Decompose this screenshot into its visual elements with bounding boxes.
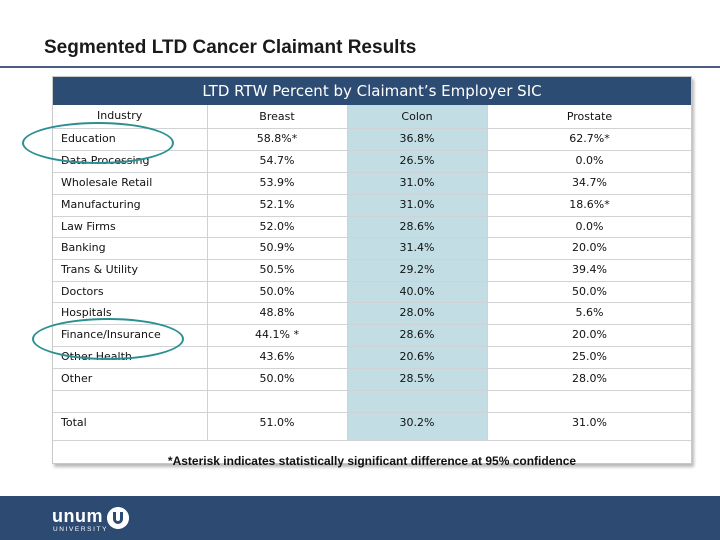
row-divider [52, 368, 692, 369]
column-header-prostate: Prostate [566, 110, 613, 123]
rtw-percent: 50.9% [259, 241, 295, 254]
industry-label: Wholesale Retail [61, 176, 153, 189]
row-divider [52, 302, 692, 303]
rtw-percent: 20.6% [399, 350, 435, 363]
rtw-percent: 31.0% [399, 176, 435, 189]
rtw-percent: 28.6% [399, 220, 435, 233]
rtw-percent: 40.0% [399, 285, 435, 298]
row-divider [52, 194, 692, 195]
row-divider [52, 237, 692, 238]
row-divider [52, 412, 692, 413]
title-divider [0, 66, 720, 68]
row-divider [52, 172, 692, 173]
row-divider [52, 216, 692, 217]
column-divider [347, 105, 348, 440]
industry-label: Total [61, 416, 87, 429]
row-divider [52, 346, 692, 347]
rtw-percent: 20.0% [572, 241, 607, 254]
row-divider [52, 440, 692, 441]
industry-label: Trans & Utility [61, 263, 138, 276]
rtw-percent: 50.0% [259, 372, 295, 385]
logo-mark-icon [107, 507, 129, 529]
rtw-percent: 31.0% [399, 198, 435, 211]
table-row [52, 390, 692, 412]
highlight-circle-finance [32, 318, 184, 360]
rtw-percent [207, 390, 347, 412]
industry-label: Manufacturing [61, 198, 141, 211]
rtw-percent: 18.6%* [569, 198, 610, 211]
rtw-percent: 28.0% [572, 372, 607, 385]
industry-label: Hospitals [61, 306, 112, 319]
rtw-percent: 58.8%* [256, 132, 298, 145]
industry-label: Law Firms [61, 220, 116, 233]
rtw-percent: 25.0% [572, 350, 607, 363]
slide-title: Segmented LTD Cancer Claimant Results [44, 37, 417, 58]
rtw-percent: 30.2% [399, 416, 435, 429]
rtw-percent: 39.4% [572, 263, 607, 276]
rtw-percent: 36.8% [399, 132, 435, 145]
unum-university-logo: unum UNIVERSITY [52, 506, 132, 536]
industry-label: Doctors [61, 285, 104, 298]
rtw-percent: 31.4% [399, 241, 435, 254]
table-title: LTD RTW Percent by Claimant’s Employer S… [52, 76, 692, 105]
rtw-percent: 51.0% [259, 416, 295, 429]
rtw-percent: 0.0% [575, 154, 604, 167]
row-divider [52, 390, 692, 391]
row-divider [52, 259, 692, 260]
rtw-percent: 5.6% [575, 306, 604, 319]
rtw-percent: 28.0% [399, 306, 435, 319]
column-divider [487, 105, 488, 440]
rtw-percent: 50.5% [259, 263, 295, 276]
rtw-percent [347, 390, 487, 412]
footnote: *Asterisk indicates statistically signif… [167, 454, 577, 468]
rtw-percent: 20.0% [572, 328, 607, 341]
rtw-percent: 44.1% * [255, 328, 299, 341]
rtw-percent: 53.9% [259, 176, 295, 189]
rtw-percent: 43.6% [259, 350, 295, 363]
rtw-percent: 29.2% [399, 263, 435, 276]
rtw-percent: 50.0% [572, 285, 607, 298]
row-divider [52, 150, 692, 151]
rtw-percent [487, 390, 692, 412]
row-divider [52, 281, 692, 282]
rtw-percent: 31.0% [572, 416, 607, 429]
column-header-industry: Industry [97, 109, 143, 122]
rtw-percent: 50.0% [259, 285, 295, 298]
highlight-circle-education [22, 122, 174, 164]
row-divider [52, 128, 692, 129]
rtw-percent: 54.7% [259, 154, 295, 167]
rtw-percent: 0.0% [575, 220, 604, 233]
industry-label: Other [61, 372, 93, 385]
colon-column-highlight [347, 105, 487, 440]
column-divider [207, 105, 208, 440]
rtw-percent: 52.1% [259, 198, 295, 211]
rtw-percent: 52.0% [259, 220, 295, 233]
rtw-percent: 34.7% [572, 176, 607, 189]
industry-label: Banking [61, 241, 106, 254]
row-divider [52, 324, 692, 325]
logo-subtitle: UNIVERSITY [53, 526, 109, 533]
results-table: LTD RTW Percent by Claimant’s Employer S… [52, 76, 692, 468]
rtw-percent: 26.5% [399, 154, 435, 167]
rtw-percent: 28.6% [399, 328, 435, 341]
rtw-percent: 28.5% [399, 372, 435, 385]
logo-wordmark: unum [52, 506, 103, 526]
rtw-percent: 62.7%* [569, 132, 610, 145]
column-header-breast: Breast [259, 110, 295, 123]
rtw-percent: 48.8% [259, 306, 295, 319]
column-header-colon: Colon [401, 110, 433, 123]
